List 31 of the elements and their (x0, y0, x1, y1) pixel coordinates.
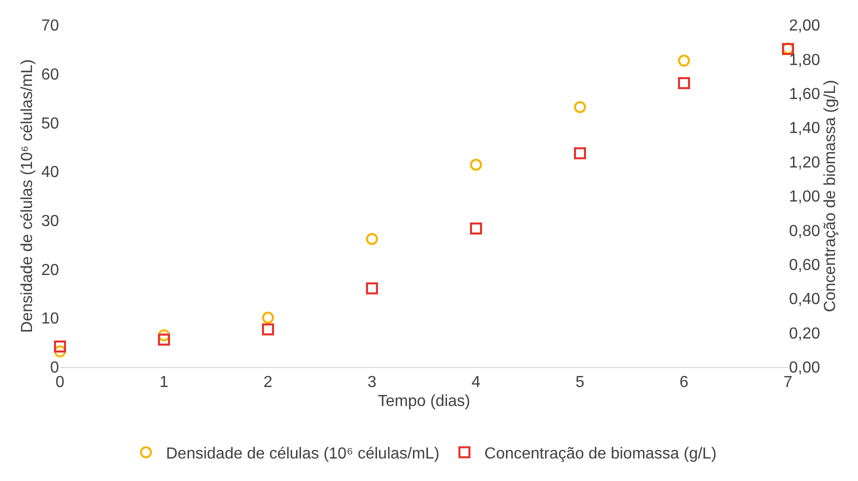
y2-tick-label: 1,00 (789, 188, 820, 206)
y-tick-label: 20 (41, 262, 60, 279)
y2-tick-label: 0,00 (789, 360, 820, 377)
y-tick-label: 70 (41, 18, 60, 35)
y2-tick-label: 1,40 (789, 120, 820, 138)
y-tick-label: 50 (41, 115, 60, 132)
y-tick-label: 10 (41, 310, 60, 328)
legend-label: Concentração de biomassa (g/L) (484, 446, 717, 463)
y-axis-title: Densidade de células (10⁶ células/mL) (19, 59, 36, 333)
y-tick-label: 40 (41, 164, 60, 182)
y2-tick-label: 0,60 (789, 257, 820, 274)
y2-tick-label: 0,40 (789, 291, 820, 308)
x-tick-label: 4 (472, 374, 481, 392)
legend-label: Densidade de células (10⁶ células/mL) (166, 446, 440, 463)
y2-tick-label: 2,00 (789, 18, 820, 35)
y-tick-label: 60 (41, 66, 60, 84)
x-tick-label: 1 (160, 374, 169, 392)
y2-tick-label: 1,20 (789, 154, 820, 172)
y2-axis-title: Concentração de biomassa (g/L) (822, 80, 839, 312)
x-tick-label: 3 (368, 374, 377, 392)
x-tick-label: 6 (680, 374, 689, 392)
y2-tick-label: 1,60 (789, 86, 820, 103)
y2-tick-label: 0,20 (789, 325, 820, 342)
y2-tick-label: 1,80 (789, 52, 820, 69)
x-tick-label: 2 (264, 374, 273, 392)
y-tick-label: 0 (50, 360, 60, 377)
y2-tick-label: 0,80 (789, 222, 820, 240)
x-axis-title: Tempo (dias) (378, 392, 470, 410)
x-tick-label: 5 (576, 374, 585, 392)
y-tick-label: 30 (41, 213, 60, 230)
x-tick-label: 7 (784, 374, 793, 392)
